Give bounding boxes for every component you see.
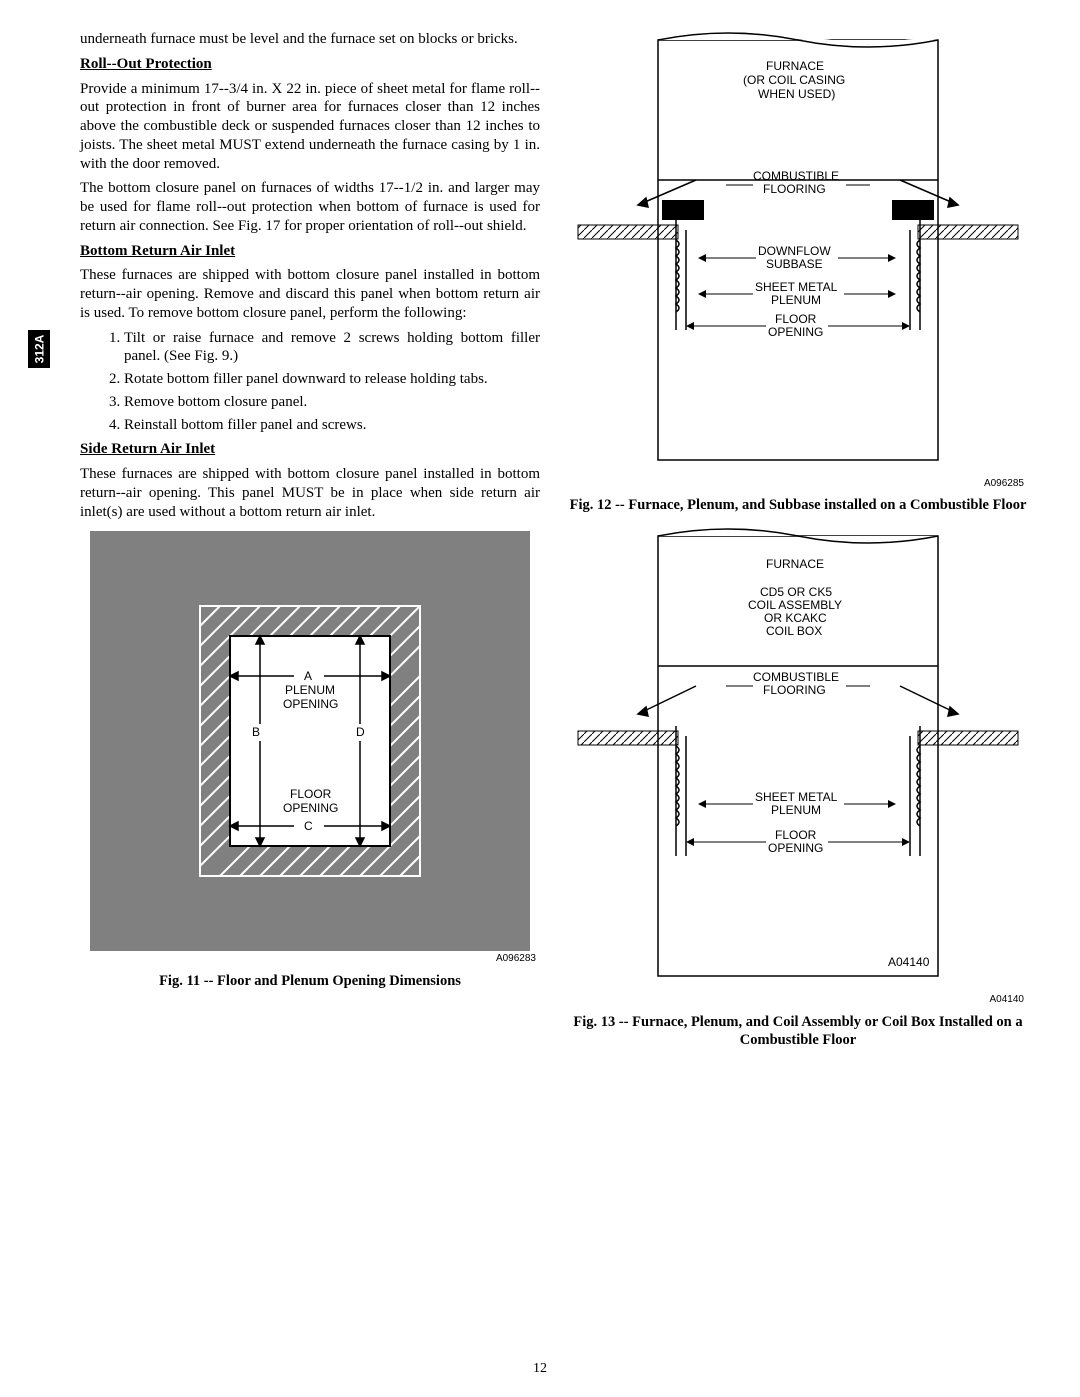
svg-text:PLENUM: PLENUM (285, 683, 335, 697)
svg-text:FLOORING: FLOORING (763, 182, 826, 196)
svg-text:FURNACE: FURNACE (766, 59, 824, 73)
heading-rollout: Roll--Out Protection (80, 55, 540, 74)
heading-side-return: Side Return Air Inlet (80, 440, 540, 459)
heading-bottom-return: Bottom Return Air Inlet (80, 242, 540, 261)
figure-11-caption: Fig. 11 -- Floor and Plenum Opening Dime… (80, 972, 540, 990)
svg-text:A04140: A04140 (888, 955, 930, 969)
figure-12: FURNACE (OR COIL CASING WHEN USED) COMBU… (568, 30, 1028, 514)
side-return-p: These furnaces are shipped with bottom c… (80, 465, 540, 521)
svg-text:B: B (252, 725, 260, 739)
figure-13-caption: Fig. 13 -- Furnace, Plenum, and Coil Ass… (568, 1013, 1028, 1049)
bottom-return-p: These furnaces are shipped with bottom c… (80, 266, 540, 322)
svg-text:COMBUSTIBLE: COMBUSTIBLE (753, 670, 839, 684)
rollout-p2: The bottom closure panel on furnaces of … (80, 179, 540, 235)
svg-text:OPENING: OPENING (283, 801, 338, 815)
page-number: 12 (0, 1361, 1080, 1377)
figure-12-diagram: FURNACE (OR COIL CASING WHEN USED) COMBU… (568, 30, 1028, 470)
figure-13: FURNACE CD5 OR CK5 COIL ASSEMBLY OR KCAK… (568, 526, 1028, 1049)
svg-text:FURNACE: FURNACE (766, 557, 824, 571)
figure-13-id: A04140 (568, 994, 1024, 1007)
svg-text:DOWNFLOW: DOWNFLOW (758, 244, 831, 258)
svg-text:FLOORING: FLOORING (763, 683, 826, 697)
svg-text:PLENUM: PLENUM (771, 293, 821, 307)
step-4: Reinstall bottom filler panel and screws… (124, 416, 540, 435)
svg-text:OR KCAKC: OR KCAKC (764, 611, 827, 625)
figure-12-caption: Fig. 12 -- Furnace, Plenum, and Subbase … (568, 496, 1028, 514)
figure-11-id: A096283 (80, 953, 536, 966)
intro-text: underneath furnace must be level and the… (80, 30, 540, 49)
step-1: Tilt or raise furnace and remove 2 screw… (124, 329, 540, 367)
svg-text:FLOOR: FLOOR (775, 312, 817, 326)
left-column: underneath furnace must be level and the… (80, 30, 540, 1061)
svg-text:PLENUM: PLENUM (771, 803, 821, 817)
svg-text:WHEN USED): WHEN USED) (758, 87, 835, 101)
svg-text:COIL ASSEMBLY: COIL ASSEMBLY (748, 598, 842, 612)
svg-text:FLOOR: FLOOR (290, 787, 332, 801)
svg-text:C: C (304, 819, 313, 833)
figure-13-diagram: FURNACE CD5 OR CK5 COIL ASSEMBLY OR KCAK… (568, 526, 1028, 986)
step-2: Rotate bottom filler panel downward to r… (124, 370, 540, 389)
svg-text:OPENING: OPENING (768, 841, 823, 855)
step-3: Remove bottom closure panel. (124, 393, 540, 412)
figure-11: A B C D PLENUM OPENING FLOOR OPENING A09… (80, 531, 540, 990)
rollout-p1: Provide a minimum 17--3/4 in. X 22 in. p… (80, 80, 540, 174)
svg-text:COIL BOX: COIL BOX (766, 624, 822, 638)
figure-11-diagram: A B C D PLENUM OPENING FLOOR OPENING (90, 531, 530, 951)
svg-text:COMBUSTIBLE: COMBUSTIBLE (753, 169, 839, 183)
figure-12-id: A096285 (568, 478, 1024, 491)
right-column: FURNACE (OR COIL CASING WHEN USED) COMBU… (568, 30, 1028, 1061)
svg-text:(OR COIL CASING: (OR COIL CASING (743, 73, 845, 87)
svg-text:SUBBASE: SUBBASE (766, 257, 823, 271)
model-tab-label: 312A (32, 335, 46, 364)
svg-text:OPENING: OPENING (768, 325, 823, 339)
svg-text:SHEET METAL: SHEET METAL (755, 280, 838, 294)
page: 312A underneath furnace must be level an… (0, 0, 1080, 1397)
svg-text:A: A (304, 669, 312, 683)
two-column-layout: underneath furnace must be level and the… (80, 30, 1040, 1061)
svg-text:SHEET METAL: SHEET METAL (755, 790, 838, 804)
steps-list: Tilt or raise furnace and remove 2 screw… (80, 329, 540, 435)
model-tab: 312A (28, 330, 50, 368)
svg-text:FLOOR: FLOOR (775, 828, 817, 842)
svg-text:D: D (356, 725, 365, 739)
svg-text:OPENING: OPENING (283, 697, 338, 711)
svg-text:CD5 OR CK5: CD5 OR CK5 (760, 585, 832, 599)
